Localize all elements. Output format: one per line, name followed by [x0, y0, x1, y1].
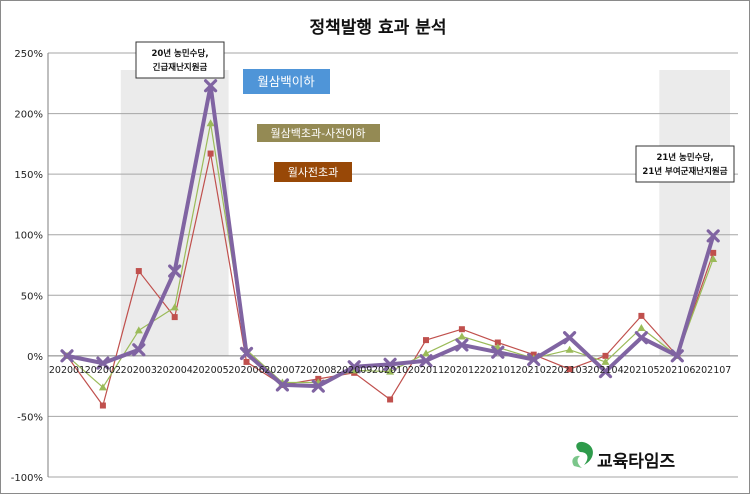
data-point: [423, 337, 429, 344]
x-tick-label: 202001: [49, 365, 85, 376]
data-point: [458, 326, 465, 333]
data-point: [422, 349, 430, 357]
callout-text: 21년 부여군재난지원금: [642, 166, 727, 177]
legend-label-3: 월사전초과: [288, 166, 339, 179]
y-tick-label: -50%: [17, 412, 43, 423]
x-tick-label: 202105: [623, 365, 659, 376]
data-point: [98, 383, 107, 391]
x-tick-label: 202004: [157, 365, 193, 376]
data-point: [566, 366, 573, 373]
data-point: [602, 352, 609, 359]
data-point: [132, 343, 146, 357]
x-tick-label: 202107: [695, 365, 731, 376]
data-point: [204, 79, 218, 93]
series-1: [60, 79, 720, 393]
data-point: [494, 339, 501, 346]
legend: 월삼백이하 월삼백초과-사전이하 월사전초과: [243, 69, 380, 182]
x-tick-label: 202106: [659, 365, 695, 376]
data-point: [455, 338, 469, 352]
data-point: [638, 312, 645, 319]
data-point: [709, 254, 718, 262]
x-tick-label: 202006: [228, 365, 264, 376]
data-point: [383, 357, 397, 371]
data-point: [565, 345, 574, 353]
data-point: [457, 332, 466, 340]
legend-label-2: 월삼백초과-사전이하: [270, 126, 365, 140]
y-tick-label: 200%: [14, 110, 43, 121]
data-point: [96, 356, 110, 370]
data-point: [419, 354, 433, 368]
data-point: [170, 303, 179, 311]
x-tick-label: 202011: [408, 365, 444, 376]
x-tick-label: 202007: [264, 365, 300, 376]
data-point: [206, 119, 215, 127]
data-point: [706, 229, 720, 243]
data-point: [386, 367, 395, 375]
data-point: [527, 352, 541, 367]
y-tick-label: -100%: [11, 473, 43, 484]
x-tick-label: 202002: [85, 365, 121, 376]
data-point: [350, 366, 359, 374]
y-tick-label: 150%: [14, 170, 43, 181]
x-tick-label: 202012: [444, 365, 480, 376]
data-point: [637, 323, 646, 331]
callout-text: 긴급재난지원금: [153, 62, 208, 73]
callout-text: 21년 농민수당,: [656, 152, 713, 163]
x-tick-label: 202010: [372, 365, 408, 376]
x-tick-label: 202101: [480, 365, 516, 376]
legend-swatch-3: [274, 162, 352, 182]
logo: 교육타임즈: [572, 441, 676, 472]
data-point: [387, 396, 394, 403]
x-tick-label: 202104: [587, 365, 623, 376]
x-tick-label: 202003: [121, 365, 157, 376]
data-point: [601, 357, 610, 365]
data-point: [243, 358, 250, 365]
logo-icon: [576, 441, 593, 465]
y-tick-label: 100%: [14, 231, 43, 242]
data-point: [491, 345, 505, 359]
data-point: [598, 365, 613, 379]
data-point: [563, 331, 577, 345]
legend-label-1: 월삼백이하: [257, 74, 315, 89]
data-point: [60, 349, 74, 363]
x-tick-label: 202009: [336, 365, 372, 376]
y-tick-label: 0%: [27, 352, 43, 363]
shaded-period-2: [659, 70, 730, 356]
data-point: [670, 349, 684, 363]
data-point: [171, 314, 178, 321]
data-point: [135, 268, 142, 275]
data-point: [207, 150, 214, 157]
x-tick-label: 202103: [551, 365, 587, 376]
x-tick-label: 202008: [300, 365, 336, 376]
data-point: [311, 379, 325, 393]
data-point: [634, 331, 648, 345]
y-tick-label: 250%: [14, 49, 43, 60]
data-point: [275, 378, 289, 392]
data-point: [168, 264, 182, 278]
x-tick-label: 202005: [192, 365, 228, 376]
legend-swatch-2: [257, 124, 380, 142]
callout-1: 20년 농민수당, 긴급재난지원금: [135, 41, 225, 79]
data-point: [239, 346, 254, 361]
data-point: [134, 326, 143, 334]
data-point: [99, 402, 106, 409]
callout-2: 21년 농민수당, 21년 부여군재난지원금: [635, 145, 735, 183]
data-point: [347, 360, 361, 374]
data-point: [710, 249, 717, 256]
x-tick-label: 202102: [516, 365, 552, 376]
legend-swatch-1: [243, 69, 330, 94]
callout-text: 20년 농민수당,: [151, 48, 208, 59]
chart-title: 정책발행 효과 분석: [310, 18, 447, 38]
logo-text: 교육타임즈: [597, 451, 676, 472]
y-tick-label: 50%: [21, 291, 43, 302]
